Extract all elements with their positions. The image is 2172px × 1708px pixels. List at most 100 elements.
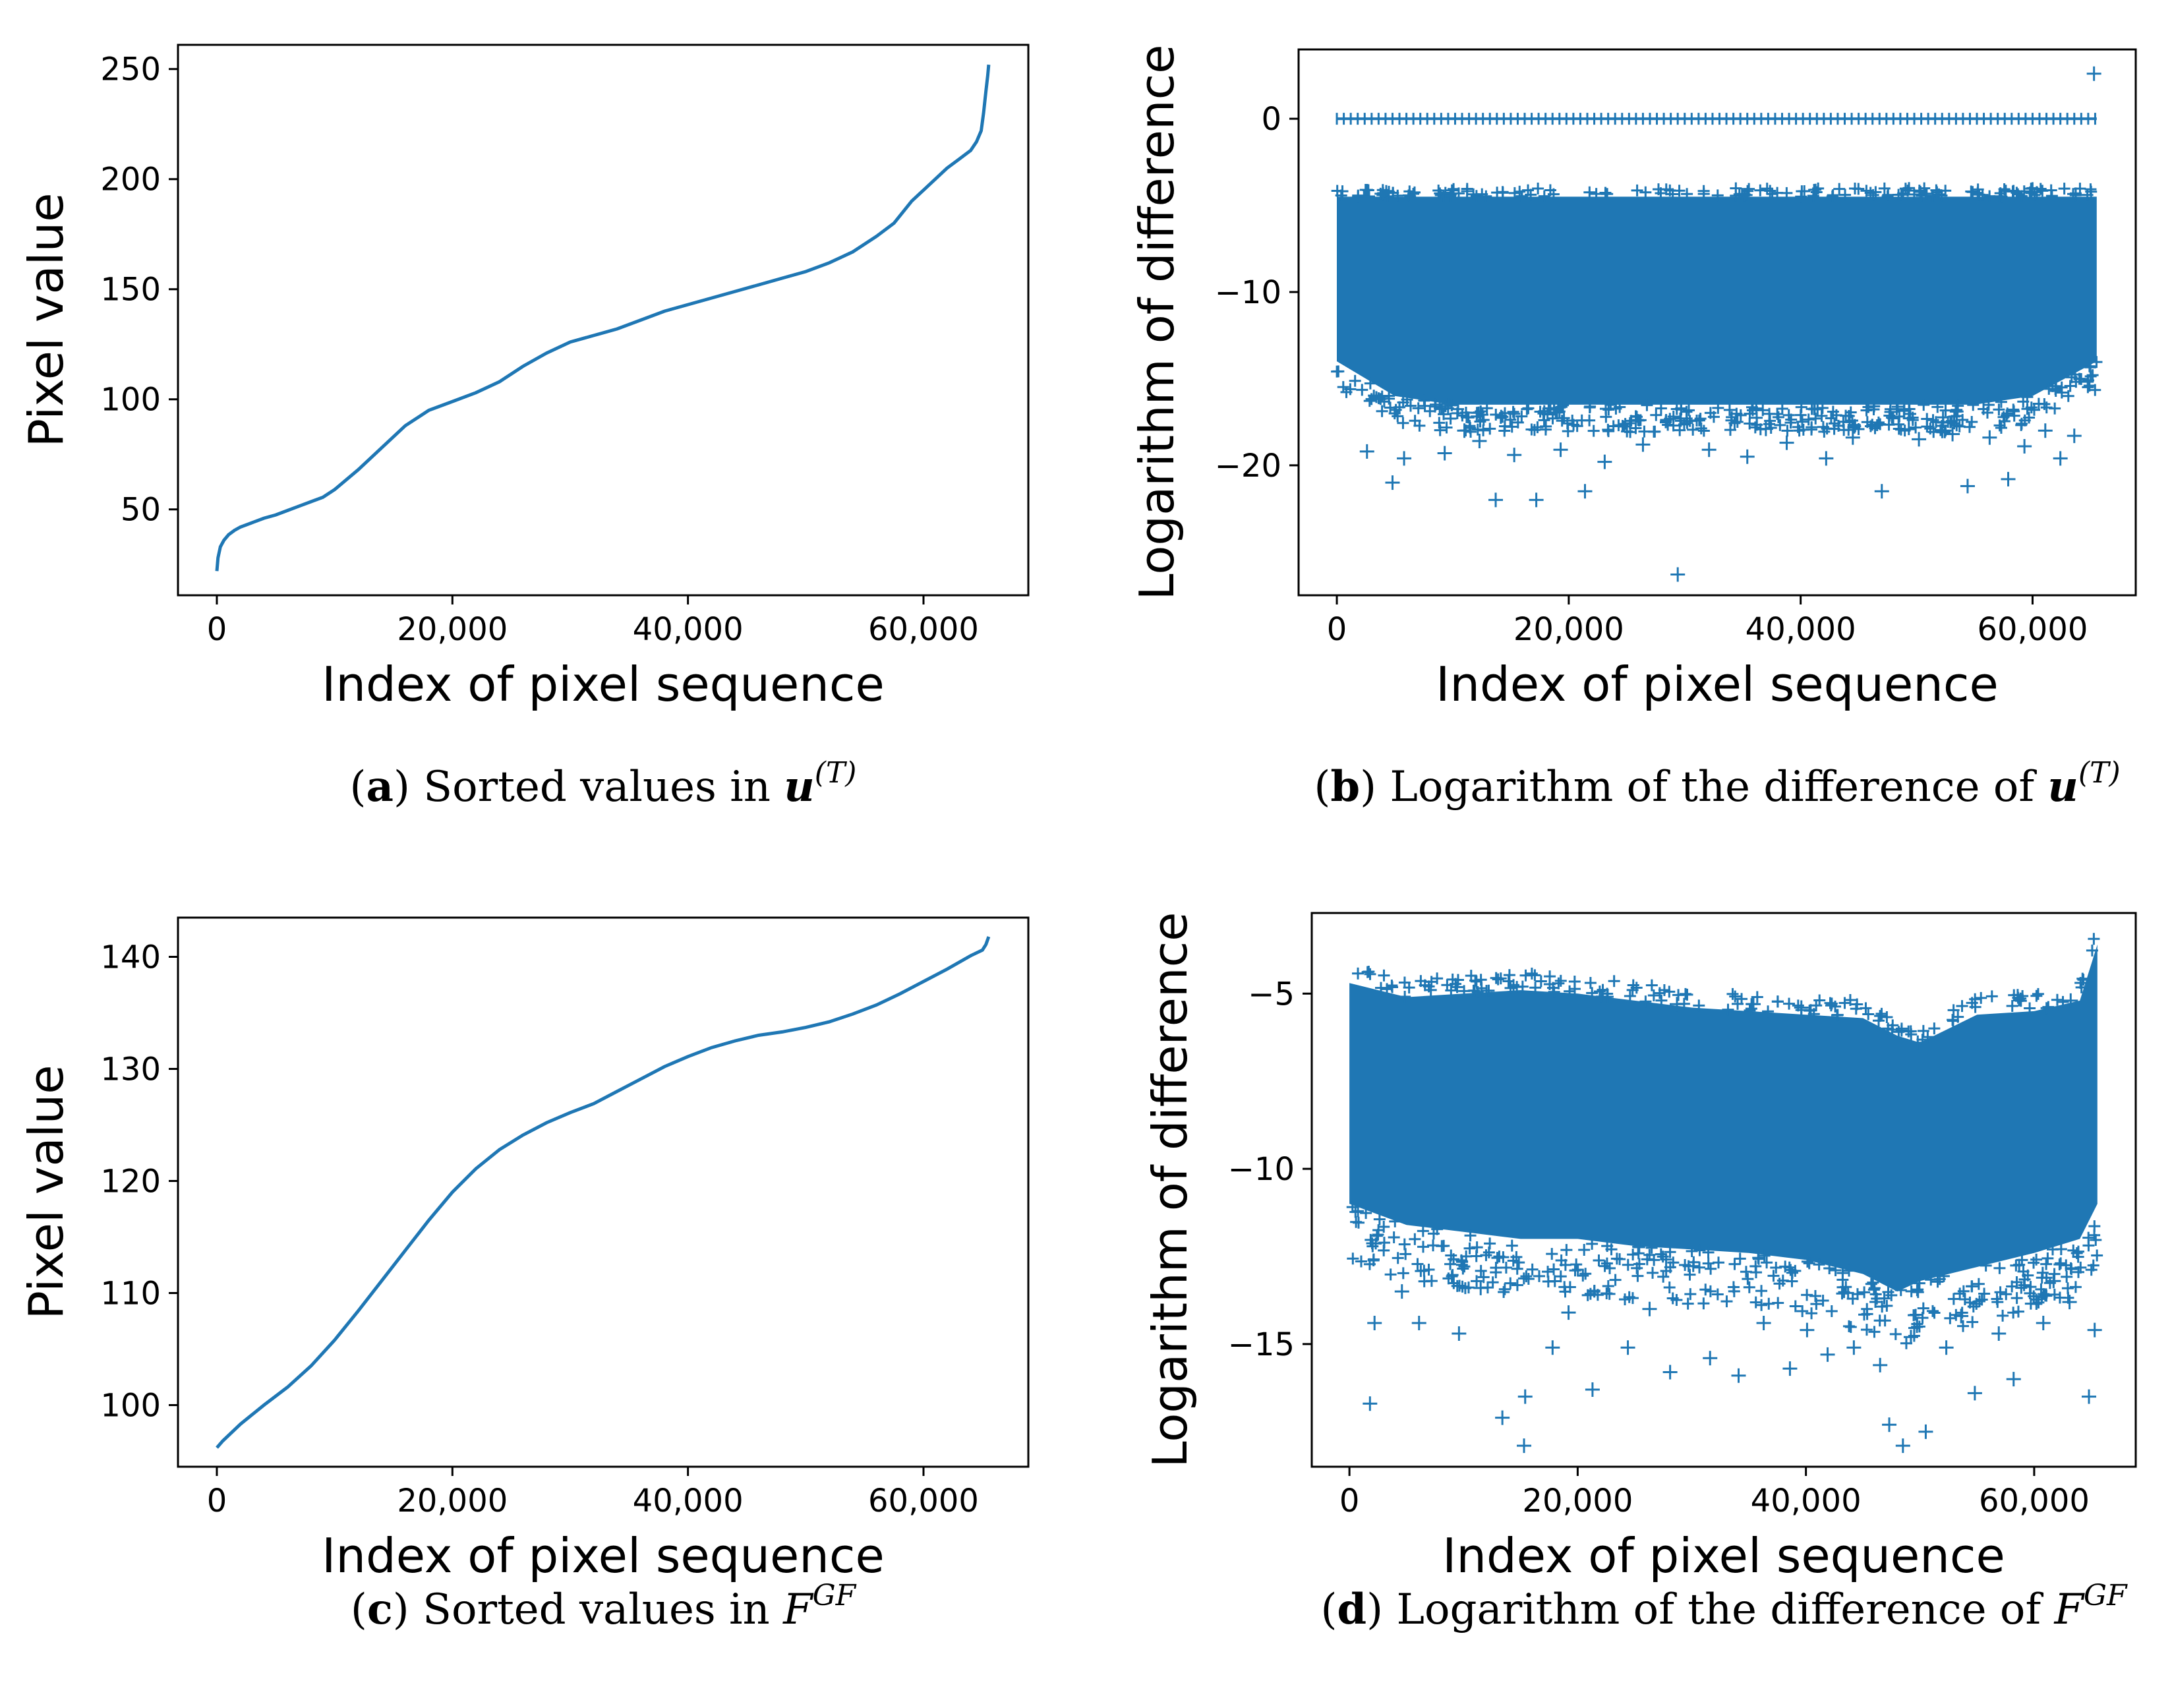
axes-frame (1297, 48, 2137, 597)
marker (1810, 999, 1823, 1012)
marker (1887, 412, 1900, 425)
marker (2038, 1288, 2050, 1301)
marker (1522, 402, 1535, 415)
marker (1967, 1300, 1980, 1312)
marker (1978, 1287, 1991, 1300)
marker (2024, 1281, 2037, 1293)
outlier-marker (1452, 1326, 1467, 1341)
marker (1786, 1275, 1798, 1287)
marker (1867, 1276, 1879, 1289)
marker (1746, 401, 1758, 413)
marker (1515, 410, 1528, 423)
marker (1399, 1248, 1412, 1260)
marker (1931, 1276, 1944, 1288)
x-tick-label: 60,000 (1977, 611, 2088, 648)
y-axis-label: Logarithm of difference (1129, 45, 1185, 601)
marker (2055, 381, 2068, 394)
plot-area (1346, 933, 2103, 1454)
marker (1681, 188, 1693, 200)
marker (1363, 1258, 1376, 1270)
caption-superscript: GF (812, 1579, 856, 1612)
marker (1922, 1031, 1934, 1044)
marker (1836, 1287, 1848, 1300)
marker (1761, 1256, 1773, 1269)
outlier-marker (1670, 997, 1685, 1012)
marker (2088, 933, 2100, 945)
marker (1755, 1299, 1768, 1311)
marker (1963, 421, 1976, 433)
marker (1497, 1251, 1510, 1264)
marker (1370, 1229, 1383, 1242)
caption-superscript: GF (2084, 1579, 2128, 1612)
y-tick-label: 140 (100, 939, 161, 976)
marker (1761, 183, 1773, 195)
marker (1774, 419, 1786, 431)
marker (1839, 189, 1852, 201)
marker (1664, 1246, 1676, 1258)
marker (1874, 418, 1887, 430)
marker (1666, 188, 1679, 200)
marker (1516, 980, 1529, 993)
marker (1740, 1266, 1752, 1278)
outlier-marker (1620, 1340, 1635, 1355)
marker (1467, 188, 1480, 200)
marker (1564, 1281, 1576, 1293)
y-tick-label: 100 (100, 382, 161, 419)
marker (2045, 190, 2058, 202)
marker (1763, 407, 1776, 420)
y-tick-label: 130 (100, 1051, 161, 1088)
marker (1452, 974, 1464, 986)
marker (1993, 419, 2006, 432)
marker (1869, 1288, 1882, 1301)
marker (1757, 404, 1769, 417)
marker (1931, 186, 1943, 198)
marker (1652, 183, 1664, 196)
marker (2088, 1220, 2101, 1233)
marker (1908, 189, 1920, 201)
marker (1352, 967, 1365, 980)
marker (1731, 415, 1744, 428)
marker (1797, 423, 1809, 436)
marker (1609, 1274, 1622, 1286)
marker (1833, 183, 1846, 195)
marker (1409, 415, 1421, 427)
marker (1408, 186, 1421, 198)
outlier-marker (1472, 434, 1487, 449)
marker (1792, 421, 1804, 433)
marker (1743, 1281, 1755, 1293)
x-tick-label: 0 (1339, 1483, 1360, 1519)
marker (1734, 409, 1747, 421)
marker (1417, 1241, 1429, 1253)
marker (1364, 377, 1376, 390)
marker (1995, 396, 2007, 408)
marker (1862, 1008, 1875, 1020)
marker (1951, 405, 1964, 418)
marker (1767, 1270, 1780, 1282)
marker (1554, 1270, 1567, 1283)
y-tick-label: 200 (100, 162, 161, 198)
marker (1538, 190, 1550, 202)
y-tick-label: −10 (1215, 274, 1281, 311)
marker (1515, 190, 1528, 202)
marker (1526, 1263, 1539, 1276)
marker (1548, 403, 1560, 416)
marker (2042, 1001, 2055, 1013)
marker (1912, 1283, 1924, 1296)
panel-c: 0 20,000 40,000 60,000 100 110 120 130 140 Index … (18, 916, 1030, 1634)
axes-frame (177, 916, 1030, 1468)
marker (1781, 425, 1794, 437)
caption-prefix: ( (1314, 763, 1330, 811)
marker (1649, 425, 1661, 438)
marker (1424, 405, 1436, 417)
marker (1470, 1250, 1482, 1262)
caption-prefix: ( (351, 1585, 367, 1634)
marker (1593, 1254, 1605, 1266)
marker (1537, 407, 1550, 420)
marker (2021, 391, 2034, 403)
outlier-marker (1495, 1410, 1510, 1425)
marker (1399, 990, 1411, 1003)
marker (1868, 1326, 1881, 1338)
marker (1702, 1257, 1715, 1270)
marker (1442, 398, 1455, 410)
marker (2006, 1000, 2018, 1013)
